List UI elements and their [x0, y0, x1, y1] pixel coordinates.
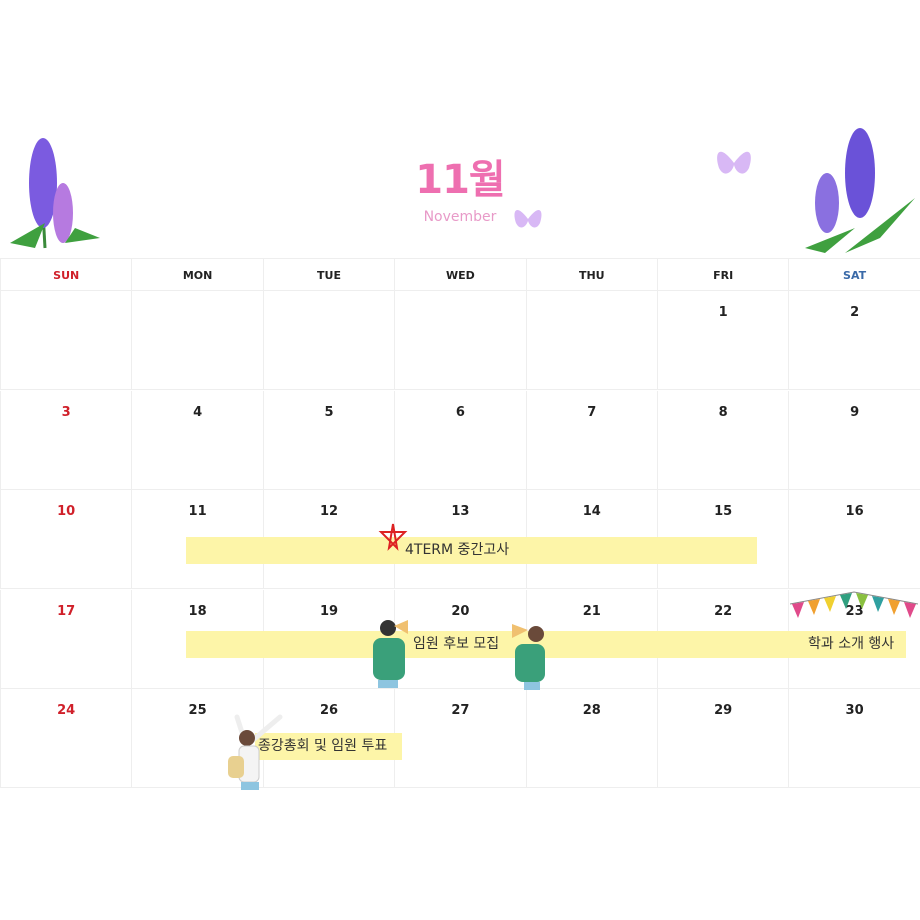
- day-number: 2: [850, 305, 860, 320]
- day-number: 3: [61, 404, 71, 420]
- day-number: [264, 305, 394, 321]
- day-number: 14: [582, 504, 601, 519]
- megaphone-person-illustration: [512, 624, 545, 690]
- day-number: 22: [714, 603, 733, 619]
- event-label-final-meeting: 종강총회 및 임원 투표: [258, 738, 388, 754]
- day-cell[interactable]: 5: [262, 390, 395, 490]
- day-number: 7: [587, 404, 597, 420]
- day-cell[interactable]: 9: [788, 390, 920, 490]
- event-label-department-intro: 학과 소개 행사: [808, 636, 895, 652]
- day-number: 8: [718, 404, 728, 420]
- day-cell[interactable]: 3: [0, 390, 132, 490]
- day-cell[interactable]: [394, 291, 526, 391]
- butterfly-icon: [717, 151, 751, 174]
- megaphone-person-illustration: [373, 620, 408, 688]
- bunting-flags-icon: [790, 591, 918, 618]
- event-bar-midterm[interactable]: [186, 537, 757, 564]
- day-number: 13: [451, 504, 470, 519]
- weekday-header-thu: THU: [525, 258, 657, 291]
- day-cell[interactable]: 10: [0, 490, 132, 590]
- day-number: 16: [845, 504, 864, 519]
- day-cell[interactable]: 6: [394, 390, 526, 490]
- day-number: 21: [582, 603, 601, 619]
- day-number: 6: [455, 404, 465, 420]
- day-cell[interactable]: 25: [131, 689, 263, 789]
- day-cell[interactable]: [0, 291, 132, 391]
- butterfly-icon: [514, 210, 542, 228]
- event-label-midterm: 4TERM 중간고사: [405, 542, 510, 558]
- day-number: 10: [57, 504, 76, 519]
- day-cell[interactable]: 16: [788, 490, 920, 590]
- day-number: 25: [188, 703, 207, 718]
- day-number: [527, 305, 657, 321]
- day-number: 18: [188, 603, 207, 619]
- day-cell[interactable]: 24: [0, 689, 132, 789]
- day-number: 4: [193, 404, 203, 420]
- day-number: 26: [319, 703, 339, 718]
- event-label-candidate-recruit: 임원 후보 모집: [413, 636, 500, 652]
- day-number: 17: [57, 603, 76, 619]
- weekday-header-mon: MON: [131, 258, 263, 291]
- day-number: 29: [714, 703, 733, 718]
- day-number: [132, 305, 262, 321]
- day-cell[interactable]: 29: [657, 689, 789, 789]
- day-cell[interactable]: 8: [657, 390, 789, 490]
- lupine-flower-right-illustration: [805, 128, 915, 253]
- weekday-header-sun: SUN: [0, 258, 132, 291]
- day-number: [395, 305, 525, 321]
- lupine-flower-left-illustration: [10, 138, 100, 249]
- day-number: 19: [319, 603, 339, 619]
- day-cell[interactable]: [262, 291, 395, 391]
- weekday-header-sat: SAT: [788, 258, 920, 291]
- star-icon: [378, 523, 408, 551]
- day-number: 30: [845, 703, 864, 718]
- cheering-student-illustration: [228, 714, 283, 790]
- day-number: 11: [188, 504, 207, 519]
- month-title: 11월: [415, 157, 505, 203]
- day-cell[interactable]: 30: [788, 689, 920, 789]
- day-cell[interactable]: 27: [394, 689, 526, 789]
- day-cell[interactable]: 28: [525, 689, 657, 789]
- day-cell[interactable]: 2: [788, 291, 920, 391]
- day-number: 15: [714, 504, 733, 519]
- event-bar-candidate-recruit[interactable]: [186, 631, 906, 658]
- month-subtitle: November: [423, 209, 497, 225]
- weekday-header-tue: TUE: [262, 258, 395, 291]
- day-number: 24: [57, 703, 76, 718]
- day-cell[interactable]: 1: [657, 291, 789, 391]
- day-number: 1: [718, 305, 728, 320]
- day-number: 20: [451, 603, 470, 619]
- day-number: 28: [582, 703, 601, 718]
- weekday-header-wed: WED: [394, 258, 526, 291]
- day-number: 12: [319, 504, 339, 519]
- day-number: 23: [845, 603, 864, 619]
- day-cell[interactable]: 4: [131, 390, 263, 490]
- day-number: 9: [850, 404, 860, 420]
- weekday-header-fri: FRI: [657, 258, 789, 291]
- day-number: 27: [451, 703, 470, 718]
- day-cell[interactable]: 7: [525, 390, 657, 490]
- day-number: 5: [324, 404, 334, 420]
- day-cell[interactable]: 17: [0, 589, 132, 689]
- day-cell[interactable]: [131, 291, 263, 391]
- day-cell[interactable]: [525, 291, 657, 391]
- day-cell[interactable]: 18: [131, 589, 263, 689]
- event-bar-final-meeting[interactable]: [255, 733, 402, 760]
- day-number: [1, 305, 131, 321]
- day-cell[interactable]: 11: [131, 490, 263, 590]
